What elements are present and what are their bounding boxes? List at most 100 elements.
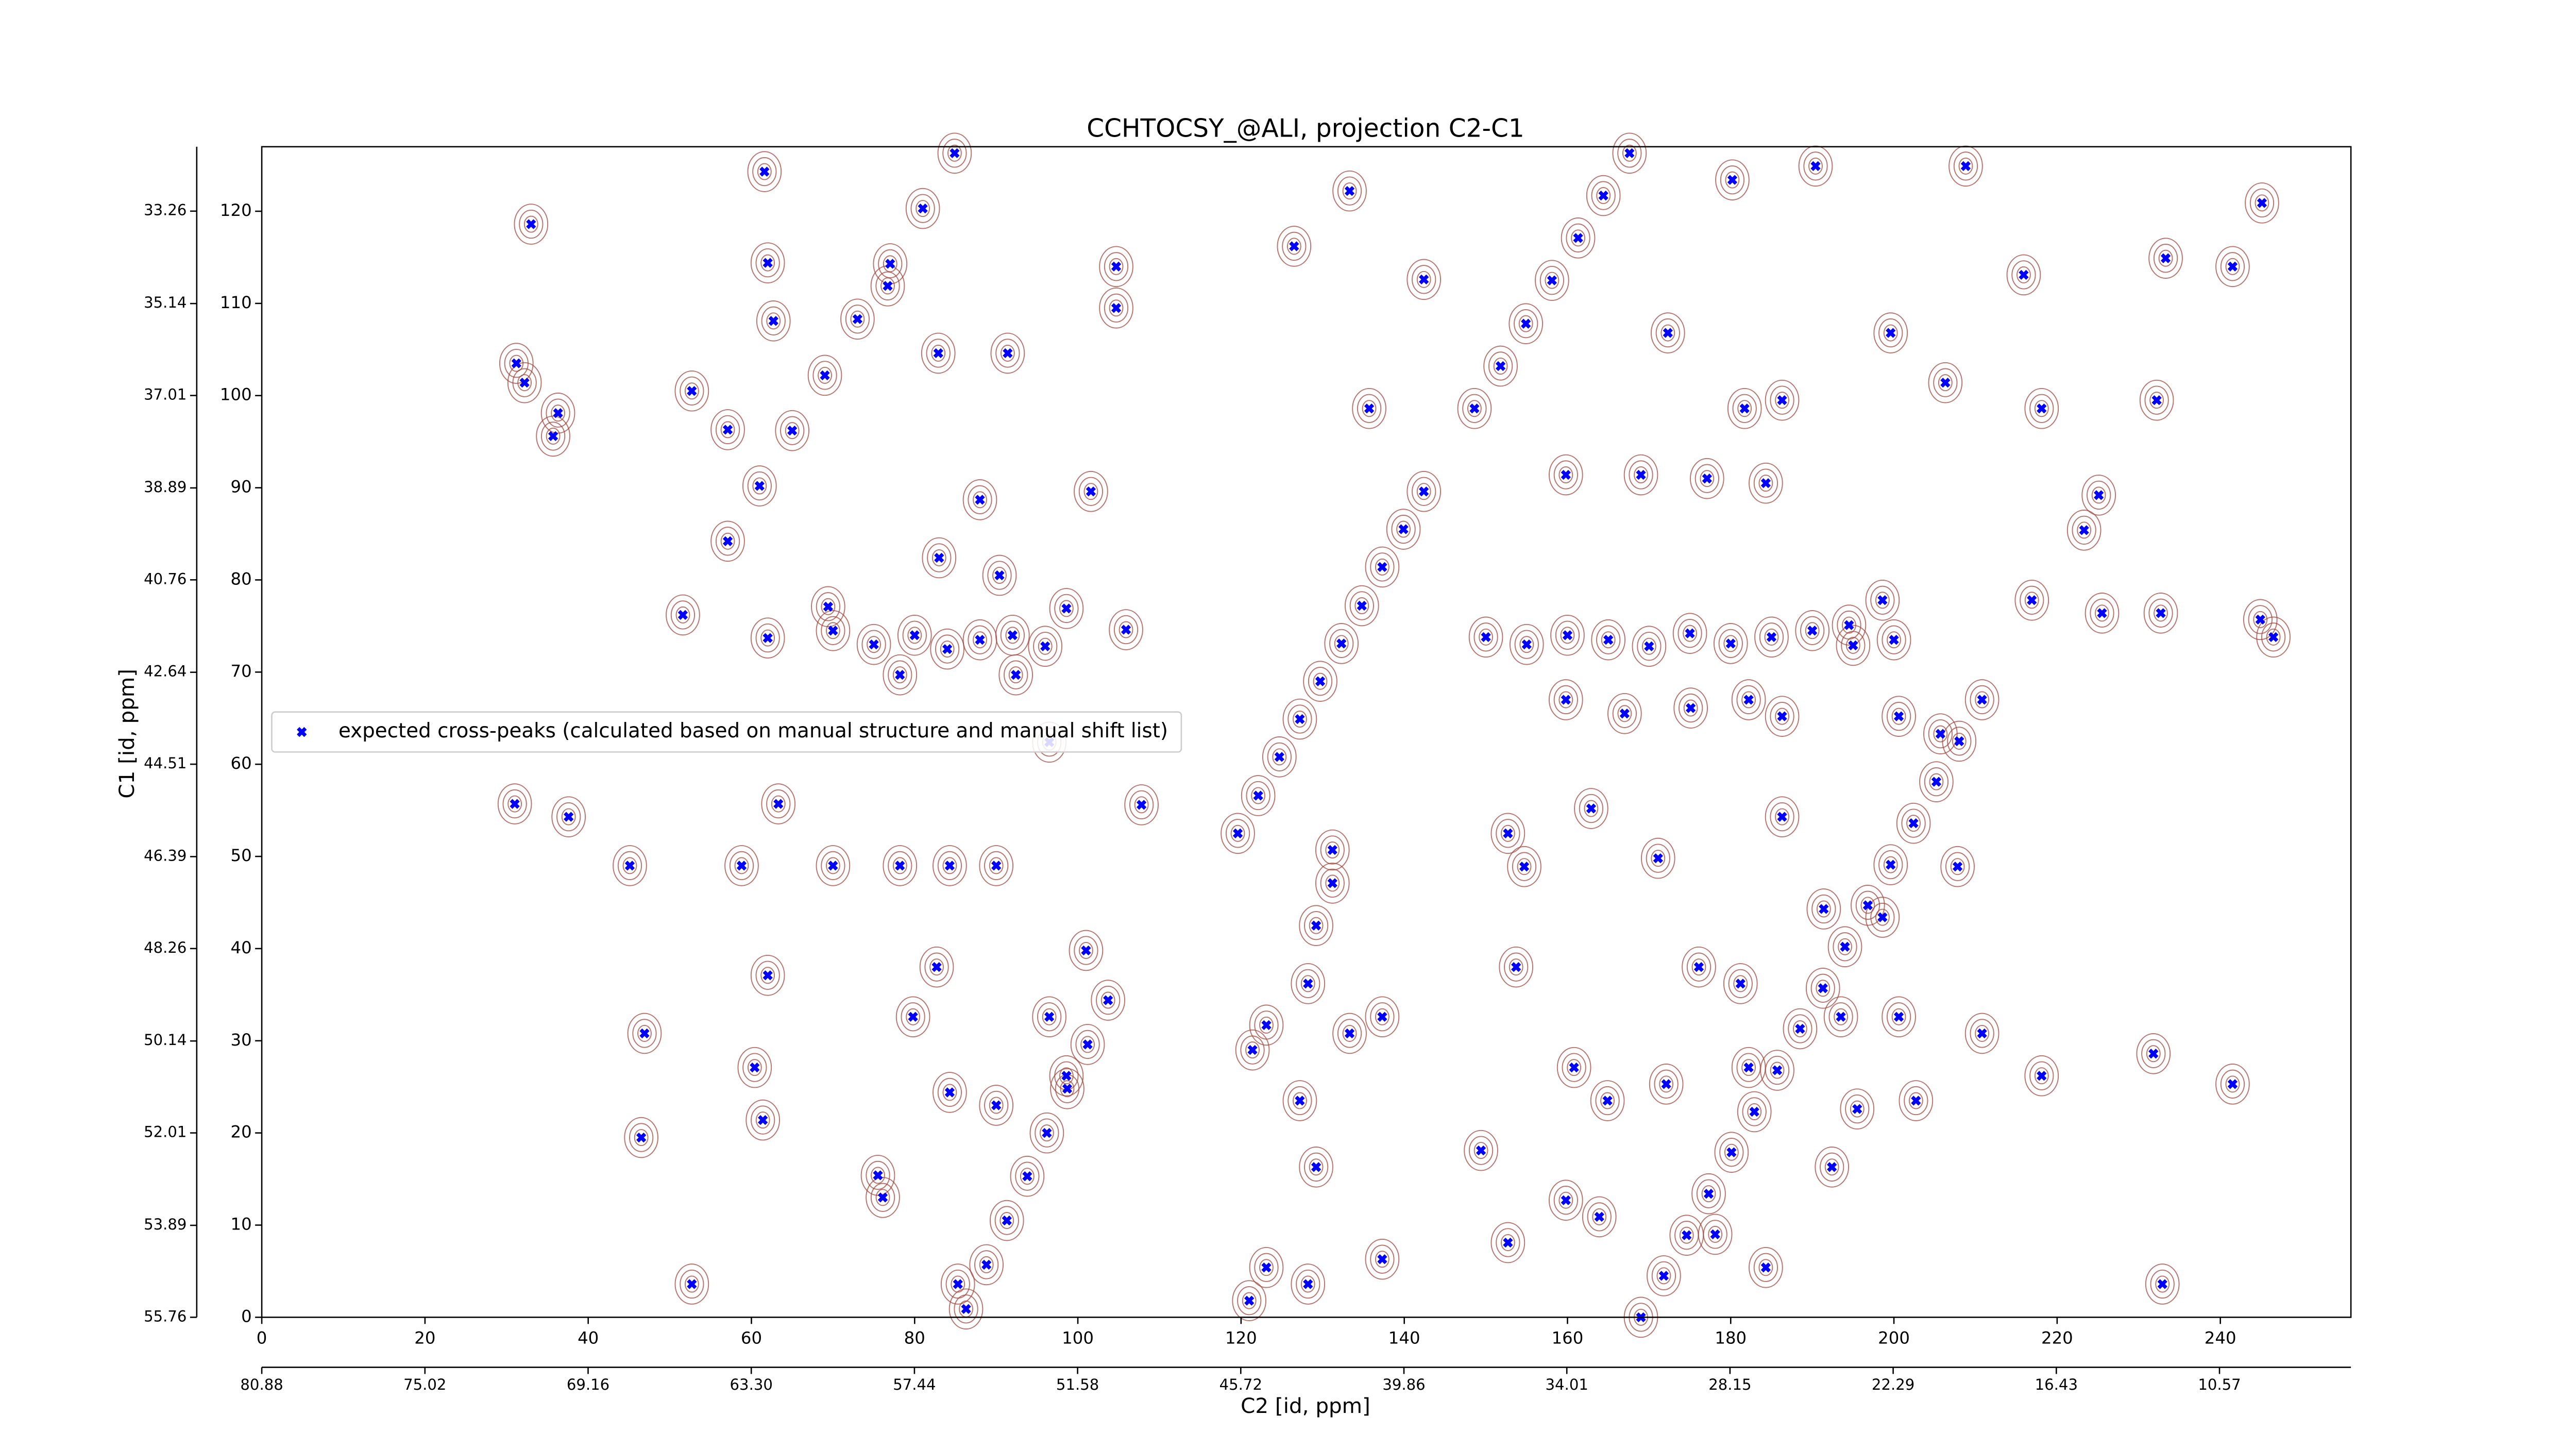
contour <box>761 306 786 335</box>
contour <box>1719 1138 1744 1167</box>
contour <box>1365 1238 1400 1280</box>
contour <box>845 305 870 334</box>
cross-peak <box>1232 828 1243 838</box>
cross-peak <box>1247 1045 1258 1055</box>
cross-peak <box>687 386 697 396</box>
x-tick-label: 60 <box>741 1328 762 1347</box>
contour <box>629 1123 654 1152</box>
cross-peak <box>1827 1162 1837 1172</box>
cross-peak <box>1840 941 1850 952</box>
contour <box>902 620 927 650</box>
cross-peak <box>953 1279 963 1289</box>
contour <box>1020 1168 1035 1185</box>
contour <box>627 1013 662 1054</box>
contour <box>1091 980 1126 1021</box>
contour <box>1342 1024 1357 1042</box>
y-tick-label: 90 <box>230 477 251 497</box>
contour <box>1315 863 1350 904</box>
contour <box>1032 996 1066 1038</box>
contour <box>937 851 962 881</box>
contour <box>1490 1222 1526 1263</box>
contour <box>1054 594 1079 624</box>
contour <box>2024 1055 2059 1097</box>
cross-peak <box>1476 1145 1486 1156</box>
cross-peak <box>1561 469 1571 480</box>
contour <box>1964 679 1999 720</box>
cross-peak <box>1663 328 1673 338</box>
contour <box>1938 374 1953 392</box>
cross-peak <box>1886 328 1896 338</box>
contour <box>1970 1019 1994 1048</box>
contour <box>984 1090 1009 1120</box>
contour <box>1836 625 1871 666</box>
contour <box>517 374 532 392</box>
cross-peak <box>639 1028 650 1039</box>
contour <box>1840 1088 1875 1130</box>
cross-peak <box>1686 703 1696 713</box>
cross-peak <box>1303 979 1313 989</box>
contour <box>540 392 575 434</box>
contour <box>1882 696 1916 737</box>
cross-peak <box>1818 983 1828 993</box>
contour <box>710 520 745 562</box>
contour <box>507 795 522 813</box>
y-tick-label: 20 <box>230 1122 251 1142</box>
cross-peak <box>1569 1062 1579 1073</box>
contour <box>2034 400 2049 417</box>
cross-peak <box>1954 736 1964 747</box>
contour <box>2024 387 2059 429</box>
contour <box>1952 732 1967 750</box>
contour <box>1590 1080 1625 1121</box>
contour <box>1945 852 1970 881</box>
contour <box>1600 1092 1615 1109</box>
contour <box>1646 844 1670 873</box>
contour <box>1828 1002 1853 1032</box>
cross-peak <box>1619 709 1630 719</box>
cross-peak <box>823 601 834 612</box>
contour <box>2245 182 2279 224</box>
contour <box>2266 628 2281 646</box>
contour <box>2146 1045 2161 1063</box>
contour <box>992 566 1007 584</box>
contour <box>2024 592 2039 609</box>
contour <box>1291 1263 1326 1305</box>
contour <box>1749 1246 1783 1288</box>
contour <box>1337 1019 1362 1048</box>
cross-peak <box>1398 524 1409 534</box>
contour <box>1765 796 1800 837</box>
cross-peak <box>2227 261 2238 272</box>
y2-tick-label: 37.01 <box>144 386 187 403</box>
cross-peak <box>1327 878 1337 888</box>
cross-peak <box>1561 695 1571 705</box>
cross-peak <box>828 626 838 636</box>
contour <box>1558 466 1573 484</box>
contour <box>1518 315 1533 332</box>
contour <box>1654 1069 1679 1099</box>
cross-peak <box>2097 608 2107 618</box>
contour <box>926 339 951 368</box>
contour <box>1728 969 1753 999</box>
contour <box>1344 585 1379 627</box>
cross-peak <box>934 552 944 563</box>
y2-tick-label: 38.89 <box>144 478 187 496</box>
cross-peak <box>944 861 955 871</box>
cross-peak <box>1377 1012 1387 1022</box>
contour <box>910 194 935 223</box>
contour <box>933 845 967 886</box>
contour <box>1788 1014 1812 1043</box>
contour <box>1574 788 1608 829</box>
contour <box>1805 622 1820 639</box>
contour <box>1514 630 1539 659</box>
contour <box>617 851 642 881</box>
contour <box>979 1085 1014 1126</box>
cross-peak <box>1886 860 1896 870</box>
contour <box>1042 1008 1057 1025</box>
contour <box>1975 1024 1990 1042</box>
contour <box>715 415 740 445</box>
cross-peak <box>510 799 520 809</box>
contour <box>546 427 561 445</box>
cross-peak <box>1022 1171 1032 1182</box>
cross-peak <box>1644 641 1654 651</box>
cross-peak <box>2079 525 2089 535</box>
contour <box>994 1206 1019 1235</box>
